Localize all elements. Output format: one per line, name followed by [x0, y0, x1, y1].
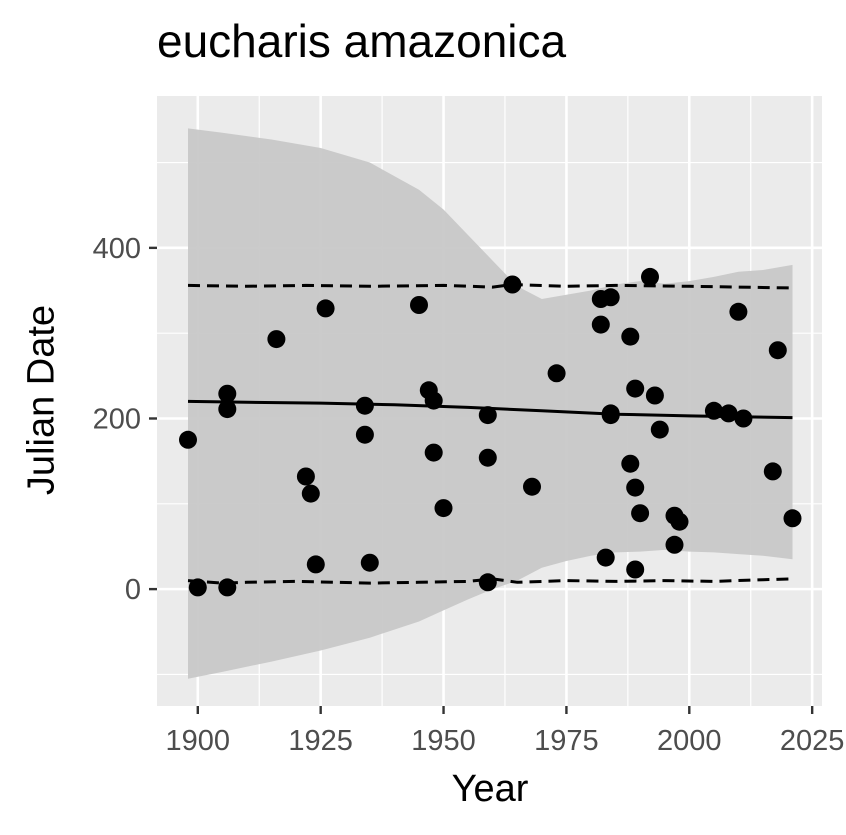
data-point: [218, 384, 237, 403]
data-point: [355, 396, 374, 415]
data-point: [355, 425, 374, 444]
x-tick-label: 2000: [657, 725, 722, 757]
data-point: [768, 341, 787, 360]
data-point: [719, 404, 738, 423]
data-point: [360, 553, 379, 572]
data-point: [218, 400, 237, 419]
confidence-band: [188, 128, 793, 679]
data-point: [410, 296, 428, 314]
data-point: [424, 391, 443, 410]
data-point: [591, 315, 610, 334]
data-point: [641, 267, 659, 286]
x-tick-label: 2025: [780, 725, 845, 757]
data-point: [179, 430, 197, 449]
data-point: [601, 404, 620, 423]
data-point: [645, 386, 664, 405]
data-point: [734, 409, 753, 428]
x-tick-label: 1925: [288, 725, 353, 757]
data-point: [296, 467, 315, 486]
data-point: [763, 462, 782, 481]
data-point: [478, 573, 497, 592]
data-point: [316, 299, 335, 318]
data-point: [626, 560, 645, 579]
y-tick-label: 0: [125, 574, 141, 606]
data-point: [650, 420, 669, 439]
x-tick-label: 1900: [166, 725, 231, 757]
data-point: [434, 499, 453, 518]
data-point: [783, 509, 802, 528]
upper-quantile-line: [187, 282, 793, 290]
x-tick-label: 1975: [534, 725, 599, 757]
data-point: [218, 578, 237, 597]
y-tick-label: 200: [93, 403, 141, 435]
data-point: [704, 401, 723, 420]
data-point: [626, 379, 645, 398]
data-point: [596, 548, 615, 567]
data-point: [621, 454, 640, 473]
data-point: [665, 535, 684, 554]
data-point: [670, 512, 689, 531]
data-point: [621, 327, 640, 346]
data-point: [523, 477, 541, 496]
chart-title: eucharis amazonica: [157, 15, 567, 67]
y-tick-label: 400: [93, 233, 141, 265]
data-point: [626, 478, 645, 497]
data-point: [503, 275, 522, 294]
data-point: [188, 578, 207, 597]
data-point: [306, 555, 325, 574]
x-tick-label: 1950: [411, 725, 476, 757]
data-point: [424, 443, 443, 462]
data-point: [631, 504, 650, 523]
data-point: [301, 484, 320, 503]
data-point: [478, 406, 497, 425]
data-point: [729, 302, 748, 321]
data-point: [478, 448, 497, 467]
data-point: [267, 330, 286, 349]
data-point: [547, 364, 566, 383]
x-axis-label: Year: [451, 768, 529, 810]
data-point: [601, 288, 620, 307]
